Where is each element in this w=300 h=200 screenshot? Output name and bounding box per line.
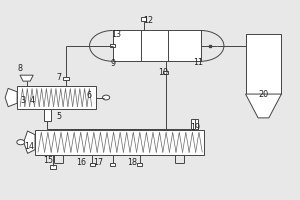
Text: 11: 11 (193, 58, 203, 67)
Text: 10: 10 (158, 68, 168, 77)
Text: 14: 14 (24, 142, 34, 151)
Polygon shape (5, 88, 17, 107)
Bar (163, 71, 168, 74)
Bar (110, 163, 115, 166)
Text: 3: 3 (21, 96, 26, 105)
Bar (113, 30, 201, 61)
Text: 12: 12 (143, 16, 154, 25)
Text: 20: 20 (258, 90, 268, 99)
Circle shape (17, 140, 25, 145)
Text: 4: 4 (29, 96, 34, 105)
Text: 6: 6 (86, 91, 91, 100)
Text: 8: 8 (18, 64, 22, 73)
Text: 19: 19 (190, 123, 200, 132)
Circle shape (103, 95, 110, 100)
Bar (141, 17, 146, 21)
Text: 7: 7 (56, 73, 61, 82)
Polygon shape (24, 131, 35, 153)
Bar (64, 77, 69, 80)
Bar (137, 163, 142, 166)
Bar (90, 163, 95, 166)
Bar (191, 119, 198, 130)
Polygon shape (20, 75, 33, 81)
Bar (44, 109, 51, 121)
Text: 18: 18 (127, 158, 137, 167)
Text: 15: 15 (43, 156, 53, 165)
Text: 13: 13 (111, 30, 121, 39)
Text: 16: 16 (76, 158, 86, 167)
Bar (35, 130, 204, 155)
Text: 17: 17 (93, 158, 103, 167)
Polygon shape (246, 94, 281, 118)
Bar (17, 86, 96, 109)
Bar (246, 34, 281, 94)
Bar (110, 44, 115, 47)
Text: 5: 5 (56, 112, 61, 121)
Text: 9: 9 (110, 59, 115, 68)
Bar (50, 165, 56, 169)
